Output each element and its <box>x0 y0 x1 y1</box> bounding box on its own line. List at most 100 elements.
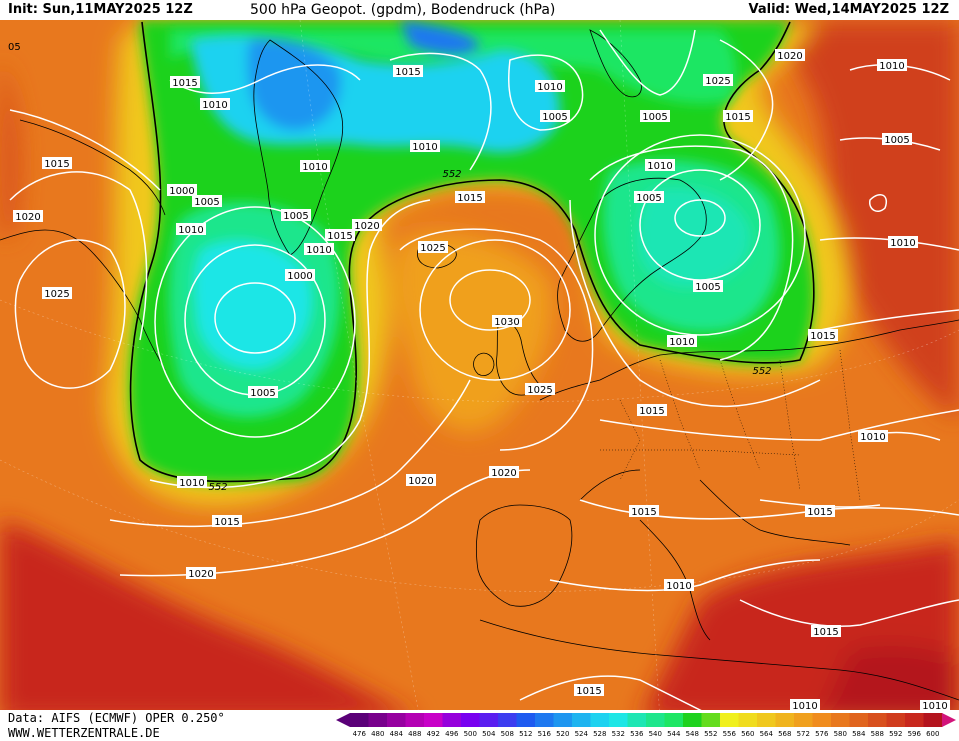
scale-swatch <box>664 713 684 727</box>
scale-swatch <box>775 713 795 727</box>
scale-swatch <box>590 713 610 727</box>
svg-text:1005: 1005 <box>695 282 720 293</box>
scale-swatch <box>479 713 499 727</box>
isobar-label: 1010 <box>645 159 675 172</box>
isobar-label: 1010 <box>920 700 950 710</box>
svg-text:1010: 1010 <box>669 337 694 348</box>
scale-tick-label: 548 <box>686 730 699 738</box>
scale-swatch <box>461 713 480 727</box>
svg-text:1015: 1015 <box>810 331 835 342</box>
isobar-labels: 1015 1010 1015 1000 1005 1010 1020 1025 … <box>13 49 950 710</box>
isobar-label: 1005 <box>281 209 311 222</box>
svg-text:1010: 1010 <box>647 161 672 172</box>
svg-text:1020: 1020 <box>491 468 516 479</box>
geopot-labels: 552 552 552 <box>208 169 771 493</box>
isobar-label: 1010 <box>200 98 230 111</box>
scale-swatch <box>627 713 647 727</box>
isobar-label: 1015 <box>455 191 485 204</box>
svg-text:1010: 1010 <box>302 162 327 173</box>
svg-text:1015: 1015 <box>457 193 482 204</box>
scale-tick-label: 516 <box>538 730 552 738</box>
isobar-label: 1015 <box>325 229 355 242</box>
scale-swatch <box>905 713 924 727</box>
scale-tick-label: 508 <box>501 730 514 738</box>
isobar-label: 1010 <box>300 160 330 173</box>
scale-swatch <box>498 713 517 727</box>
isobar-label: 1005 <box>882 133 912 146</box>
field-cyan-blue-areas <box>190 20 751 371</box>
scale-tick-label: 580 <box>834 730 847 738</box>
isobar-label: 1000 <box>167 184 197 197</box>
isobar-label: 1015 <box>212 515 242 528</box>
scale-tick-label: 488 <box>408 730 421 738</box>
isobar-label: 1015 <box>629 505 659 518</box>
scale-swatch <box>720 713 739 727</box>
svg-text:1025: 1025 <box>527 385 552 396</box>
isobar-label: 1005 <box>640 110 670 123</box>
scale-arrow-right <box>942 713 956 727</box>
scale-tick-label: 504 <box>482 730 496 738</box>
scale-swatch <box>738 713 758 727</box>
svg-text:1010: 1010 <box>412 142 437 153</box>
scale-swatch <box>646 713 665 727</box>
scale-tick-label: 528 <box>593 730 606 738</box>
country-borders <box>600 349 861 501</box>
isobar-label: 1015 <box>170 76 200 89</box>
scale-tick-label: 592 <box>889 730 902 738</box>
scale-tick-label: 480 <box>371 730 384 738</box>
scale-tick-label: 536 <box>630 730 644 738</box>
svg-text:1010: 1010 <box>202 100 227 111</box>
scale-tick-label: 512 <box>519 730 532 738</box>
isobar-label: 1010 <box>888 236 918 249</box>
svg-text:1010: 1010 <box>179 478 204 489</box>
scale-tick-label: 564 <box>760 730 774 738</box>
scale-tick-label: 596 <box>908 730 922 738</box>
isobar-label: 1010 <box>410 140 440 153</box>
scale-tick-label: 568 <box>778 730 791 738</box>
isobar-label: 1010 <box>877 59 907 72</box>
svg-text:1010: 1010 <box>666 581 691 592</box>
scale-swatch <box>535 713 554 727</box>
scale-swatch <box>516 713 536 727</box>
color-scale: 476 480 484 488 492 496 500 504 508 512 516 520 524 5… <box>336 713 956 738</box>
scale-tick-label: 500 <box>464 730 477 738</box>
scale-swatch <box>609 713 628 727</box>
svg-text:1015: 1015 <box>807 507 832 518</box>
scale-swatch <box>757 713 776 727</box>
scale-tick-label: 588 <box>871 730 884 738</box>
isobar-label: 1005 <box>192 195 222 208</box>
svg-text:1015: 1015 <box>44 159 69 170</box>
scale-tick-label: 560 <box>741 730 754 738</box>
init-label: Init: Sun,11MAY2025 12Z <box>8 2 193 17</box>
svg-text:1005: 1005 <box>642 112 667 123</box>
svg-text:1010: 1010 <box>860 432 885 443</box>
geopot-label: 552 <box>442 169 461 180</box>
isobar-label: 1015 <box>393 65 423 78</box>
svg-text:1000: 1000 <box>169 186 194 197</box>
svg-text:1015: 1015 <box>395 67 420 78</box>
scale-swatch <box>868 713 887 727</box>
scale-swatch <box>424 713 443 727</box>
isobar-label: 1020 <box>489 466 519 479</box>
scale-tick-label: 496 <box>445 730 459 738</box>
scale-swatch <box>886 713 906 727</box>
scale-tick-label: 572 <box>797 730 810 738</box>
isobar-label: 1010 <box>667 335 697 348</box>
isobar-label: 1025 <box>525 383 555 396</box>
svg-text:1025: 1025 <box>705 76 730 87</box>
svg-text:1000: 1000 <box>287 271 312 282</box>
scale-swatch <box>368 713 388 727</box>
scale-swatch <box>387 713 406 727</box>
svg-text:1015: 1015 <box>813 627 838 638</box>
scale-tick-label: 544 <box>667 730 681 738</box>
scale-tick-label: 600 <box>926 730 939 738</box>
svg-text:1010: 1010 <box>178 225 203 236</box>
svg-text:1015: 1015 <box>327 231 352 242</box>
svg-text:1010: 1010 <box>879 61 904 72</box>
scale-tick-label: 524 <box>575 730 589 738</box>
scale-swatch <box>683 713 702 727</box>
svg-text:1025: 1025 <box>44 289 69 300</box>
scale-swatch <box>794 713 813 727</box>
svg-text:1005: 1005 <box>542 112 567 123</box>
isobar-label: 1015 <box>574 684 604 697</box>
